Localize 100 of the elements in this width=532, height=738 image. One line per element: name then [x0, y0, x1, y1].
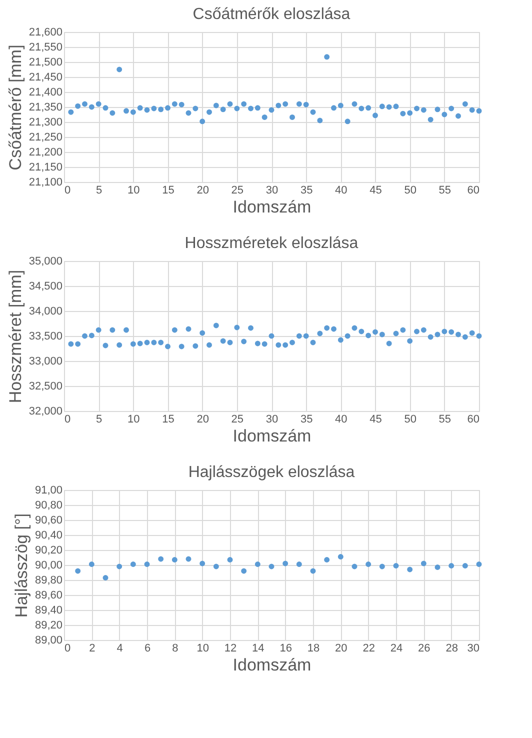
chart-title: Hosszméretek eloszlása — [184, 235, 358, 252]
point — [82, 101, 88, 107]
point — [331, 326, 336, 332]
point — [462, 334, 468, 340]
point — [88, 562, 94, 567]
point — [282, 342, 288, 348]
x-tick-label: 55 — [438, 184, 452, 196]
y-axis-title: Csőátmérő [mm] — [6, 44, 25, 170]
point — [241, 568, 247, 574]
y-tick-label: 91,00 — [34, 484, 62, 496]
point — [282, 101, 288, 107]
point — [227, 557, 233, 562]
point — [213, 322, 219, 328]
chart-title: Csőátmérők eloszlása — [192, 6, 350, 23]
x-tick-label: 25 — [231, 184, 244, 196]
point — [310, 568, 316, 574]
y-axis-title: Hajlásszög [°] — [12, 513, 31, 618]
y-tick-label: 33,000 — [28, 356, 62, 368]
point — [420, 560, 426, 566]
point — [268, 564, 274, 570]
point — [324, 325, 330, 331]
point — [296, 333, 302, 339]
x-tick-label: 60 — [467, 414, 480, 426]
point — [172, 101, 178, 107]
chart-title: Hajlásszögek eloszlása — [188, 464, 355, 481]
y-tick-label: 34,000 — [28, 306, 62, 318]
y-tick-label: 90,40 — [34, 530, 62, 542]
y-tick-label: 21,400 — [28, 86, 62, 98]
point — [296, 562, 302, 567]
point — [414, 106, 420, 112]
point — [241, 338, 247, 344]
x-axis-title: Idomszám — [232, 426, 312, 446]
x-tick-label: 22 — [362, 642, 375, 654]
point — [254, 105, 260, 111]
y-tick-label: 35,000 — [28, 256, 62, 268]
y-tick-label: 89,00 — [34, 634, 62, 646]
x-tick-label: 0 — [64, 414, 71, 426]
point — [68, 109, 74, 115]
point — [268, 107, 274, 113]
point — [386, 340, 392, 346]
x-tick-label: 20 — [196, 414, 209, 426]
y-tick-label: 32,500 — [28, 380, 62, 392]
point — [442, 112, 448, 118]
y-tick-label: 33,500 — [28, 330, 62, 342]
x-axis-title: Idomszám — [232, 198, 312, 216]
point — [206, 109, 212, 115]
x-tick-label: 60 — [467, 184, 480, 196]
x-axis-title: Idomszám — [232, 656, 312, 674]
x-tick-label: 14 — [252, 642, 264, 654]
point — [393, 104, 399, 110]
point — [200, 330, 206, 336]
point — [469, 330, 475, 336]
point — [442, 328, 448, 334]
point — [200, 560, 206, 566]
y-tick-label: 21,100 — [28, 176, 62, 188]
y-tick-label: 21,500 — [28, 56, 62, 68]
point — [462, 563, 468, 568]
point — [469, 107, 475, 113]
point — [254, 562, 260, 567]
point — [324, 557, 330, 562]
point — [213, 564, 219, 570]
y-tick-label: 21,350 — [28, 102, 62, 114]
point — [165, 344, 170, 350]
y-tick-label: 32,000 — [28, 406, 62, 418]
point — [448, 106, 454, 112]
point — [186, 326, 192, 332]
point — [352, 564, 358, 570]
x-tick-label: 30 — [266, 414, 278, 426]
x-tick-label: 30 — [467, 642, 480, 654]
y-tick-label: 90,20 — [34, 544, 62, 556]
point — [262, 341, 268, 347]
point — [434, 106, 440, 112]
point — [324, 54, 330, 60]
point — [372, 329, 378, 335]
point — [88, 104, 94, 110]
point — [317, 118, 323, 124]
point — [116, 564, 122, 570]
point — [75, 103, 81, 109]
point — [178, 102, 184, 108]
y-tick-label: 89,40 — [34, 604, 62, 616]
point — [110, 110, 116, 116]
x-tick-label: 35 — [300, 414, 313, 426]
point — [268, 333, 274, 339]
point — [130, 562, 136, 567]
point — [82, 333, 88, 339]
point — [393, 330, 399, 336]
point — [366, 332, 372, 338]
point — [310, 340, 316, 346]
point — [428, 334, 434, 340]
x-tick-label: 0 — [64, 184, 71, 196]
point — [331, 105, 336, 111]
point — [344, 118, 350, 124]
point — [241, 101, 247, 107]
x-tick-label: 25 — [231, 414, 244, 426]
point — [456, 113, 461, 119]
point — [172, 557, 178, 562]
y-tick-label: 21,600 — [28, 26, 62, 38]
point — [254, 340, 260, 346]
point — [110, 327, 116, 333]
point — [414, 328, 420, 334]
